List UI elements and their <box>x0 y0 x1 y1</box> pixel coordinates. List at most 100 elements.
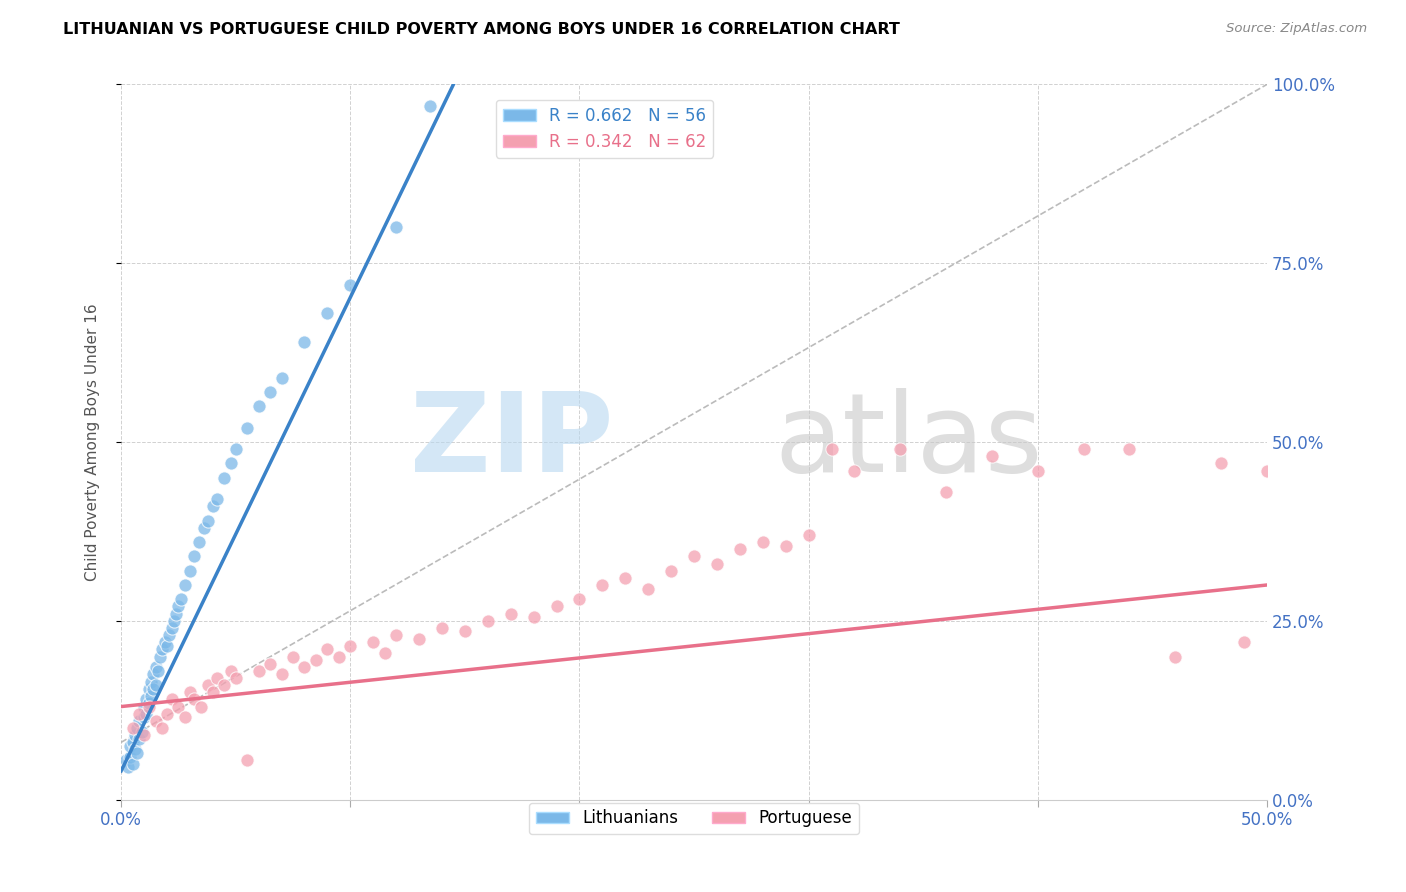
Point <box>281 649 304 664</box>
Point <box>659 564 682 578</box>
Point <box>183 549 205 564</box>
Point <box>193 521 215 535</box>
Point <box>259 657 281 671</box>
Point <box>163 614 186 628</box>
Point <box>139 674 162 689</box>
Point <box>247 664 270 678</box>
Point <box>1209 457 1232 471</box>
Point <box>637 582 659 596</box>
Point <box>179 685 201 699</box>
Point <box>139 689 162 703</box>
Text: atlas: atlas <box>775 389 1043 495</box>
Point <box>683 549 706 564</box>
Point <box>138 699 160 714</box>
Point <box>219 457 242 471</box>
Point <box>153 635 176 649</box>
Point <box>328 649 350 664</box>
Point <box>499 607 522 621</box>
Point <box>128 706 150 721</box>
Point <box>820 442 842 457</box>
Point <box>121 735 143 749</box>
Point <box>120 739 142 753</box>
Point <box>174 710 197 724</box>
Point <box>1164 649 1187 664</box>
Point <box>1118 442 1140 457</box>
Point <box>174 578 197 592</box>
Text: LITHUANIAN VS PORTUGUESE CHILD POVERTY AMONG BOYS UNDER 16 CORRELATION CHART: LITHUANIAN VS PORTUGUESE CHILD POVERTY A… <box>63 22 900 37</box>
Point <box>706 557 728 571</box>
Point <box>128 714 150 728</box>
Point <box>775 539 797 553</box>
Point <box>165 607 187 621</box>
Text: ZIP: ZIP <box>411 389 614 495</box>
Point <box>145 714 167 728</box>
Point <box>385 220 408 235</box>
Point <box>121 756 143 771</box>
Point <box>546 599 568 614</box>
Point <box>270 370 292 384</box>
Point <box>127 721 149 735</box>
Point <box>188 535 211 549</box>
Point <box>156 639 179 653</box>
Point <box>201 500 224 514</box>
Point <box>225 442 247 457</box>
Point <box>146 664 169 678</box>
Point <box>212 471 235 485</box>
Point <box>1256 464 1278 478</box>
Point <box>797 528 820 542</box>
Point <box>591 578 613 592</box>
Point <box>145 660 167 674</box>
Point <box>190 699 212 714</box>
Point <box>135 692 157 706</box>
Point <box>408 632 430 646</box>
Point <box>167 599 190 614</box>
Point <box>361 635 384 649</box>
Point <box>212 678 235 692</box>
Point <box>132 710 155 724</box>
Point <box>1233 635 1256 649</box>
Point <box>236 753 259 767</box>
Point <box>454 624 477 639</box>
Point <box>614 571 637 585</box>
Point <box>132 699 155 714</box>
Point <box>728 542 751 557</box>
Point <box>201 685 224 699</box>
Point <box>157 628 180 642</box>
Point <box>270 667 292 681</box>
Point <box>124 728 146 742</box>
Point <box>124 742 146 756</box>
Point <box>247 399 270 413</box>
Point <box>294 660 316 674</box>
Point <box>316 306 339 320</box>
Point <box>339 277 361 292</box>
Point <box>127 746 149 760</box>
Point <box>523 610 546 624</box>
Point <box>150 721 173 735</box>
Point <box>316 642 339 657</box>
Point <box>305 653 328 667</box>
Point <box>183 692 205 706</box>
Point <box>935 485 957 500</box>
Point <box>385 628 408 642</box>
Point <box>980 450 1002 464</box>
Point <box>121 721 143 735</box>
Point <box>120 749 142 764</box>
Point <box>117 760 139 774</box>
Point <box>179 564 201 578</box>
Point <box>207 671 229 685</box>
Point <box>197 678 219 692</box>
Text: Source: ZipAtlas.com: Source: ZipAtlas.com <box>1226 22 1367 36</box>
Point <box>160 692 183 706</box>
Point <box>225 671 247 685</box>
Point <box>131 724 153 739</box>
Point <box>145 678 167 692</box>
Point <box>170 592 193 607</box>
Point <box>142 667 165 681</box>
Point <box>138 696 160 710</box>
Point <box>219 664 242 678</box>
Point <box>430 621 453 635</box>
Point <box>197 514 219 528</box>
Point <box>294 334 316 349</box>
Point <box>374 646 396 660</box>
Y-axis label: Child Poverty Among Boys Under 16: Child Poverty Among Boys Under 16 <box>86 303 100 581</box>
